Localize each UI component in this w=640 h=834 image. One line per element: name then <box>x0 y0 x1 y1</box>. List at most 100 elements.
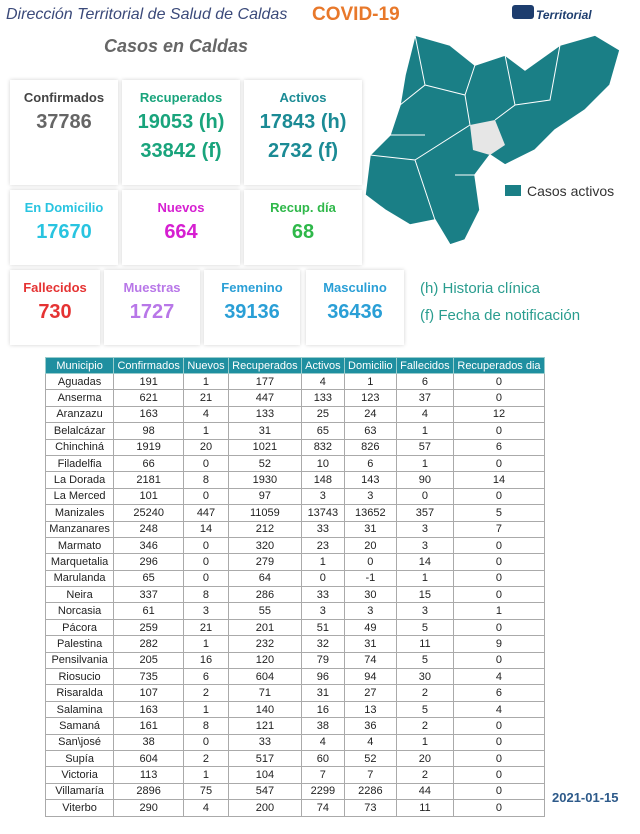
value-cell: 37 <box>395 389 454 407</box>
table-row: Marmato 346 0 320 23 20 3 0 <box>44 536 546 555</box>
table-row: Belalcázar 98 1 31 65 63 1 0 <box>44 422 546 440</box>
value-cell: 337 <box>113 586 185 604</box>
table-row: Marulanda 65 0 64 0 -1 1 0 <box>44 569 546 588</box>
value-cell: 1 <box>300 553 345 571</box>
column-header: Fallecidos <box>395 357 454 374</box>
value-cell: 0 <box>300 569 345 588</box>
value-cell: 0 <box>452 536 546 555</box>
card-label: En Domicilio <box>24 200 104 215</box>
value-cell: 5 <box>395 618 454 637</box>
value-cell: 3 <box>343 487 397 506</box>
card-value: 39136 <box>224 301 280 323</box>
value-cell: 8 <box>183 471 229 489</box>
value-cell: 6 <box>452 438 546 456</box>
value-cell: 143 <box>343 471 397 489</box>
value-cell: 94 <box>343 668 397 686</box>
value-cell: 25240 <box>113 504 185 522</box>
value-cell: 0 <box>452 618 546 637</box>
value-cell: 0 <box>343 553 397 571</box>
value-cell: 0 <box>452 651 546 670</box>
value-cell: 4 <box>300 733 345 751</box>
value-cell: 2181 <box>113 471 185 489</box>
value-cell: 31 <box>227 422 302 440</box>
column-header: Municipio <box>44 357 115 374</box>
value-cell: 0 <box>395 487 454 506</box>
value-cell: 61 <box>113 602 185 620</box>
stat-card: Activos 17843 (h) 2732 (f) <box>244 80 362 185</box>
value-cell: 3 <box>300 602 345 620</box>
card-value: 17670 <box>36 221 92 243</box>
value-cell: 66 <box>113 454 185 473</box>
header-subject: COVID-19 <box>312 4 400 25</box>
logo-icon <box>512 5 534 19</box>
value-cell: -1 <box>343 569 397 588</box>
municipio-cell: Neira <box>44 586 115 604</box>
value-cell: 55 <box>227 602 302 620</box>
value-cell: 32 <box>300 635 345 653</box>
table-row: San\josé 38 0 33 4 4 1 0 <box>44 733 546 751</box>
value-cell: 5 <box>452 504 546 522</box>
value-cell: 133 <box>227 405 302 424</box>
table-row: Victoria 113 1 104 7 7 2 0 <box>44 766 546 784</box>
value-cell: 13743 <box>300 504 345 522</box>
value-cell: 25 <box>300 405 345 424</box>
table-row: Samaná 161 8 121 38 36 2 0 <box>44 717 546 735</box>
value-cell: 13652 <box>343 504 397 522</box>
column-header: Confirmados <box>113 357 185 374</box>
value-cell: 24 <box>343 405 397 424</box>
value-cell: 248 <box>113 520 185 538</box>
value-cell: 7 <box>300 766 345 784</box>
value-cell: 604 <box>113 749 185 768</box>
value-cell: 140 <box>227 700 302 719</box>
value-cell: 107 <box>113 684 185 702</box>
column-header: Activos <box>300 357 345 374</box>
value-cell: 1 <box>452 602 546 620</box>
value-cell: 5 <box>395 700 454 719</box>
value-cell: 23 <box>300 536 345 555</box>
value-cell: 3 <box>343 602 397 620</box>
value-cell: 0 <box>183 733 229 751</box>
table-row: Anserma 621 21 447 133 123 37 0 <box>44 389 546 407</box>
value-cell: 8 <box>183 586 229 604</box>
value-cell: 1 <box>395 454 454 473</box>
value-cell: 36 <box>343 717 397 735</box>
header-title: Dirección Territorial de Salud de Caldas <box>6 6 288 23</box>
value-cell: 57 <box>395 438 454 456</box>
stat-card: Confirmados 37786 <box>10 80 118 185</box>
table-row: Pensilvania 205 16 120 79 74 5 0 <box>44 651 546 670</box>
table-row: Manzanares 248 14 212 33 31 3 7 <box>44 520 546 538</box>
value-cell: 6 <box>395 372 454 391</box>
value-cell: 16 <box>183 651 229 670</box>
municipio-cell: Viterbo <box>44 799 115 817</box>
value-cell: 1930 <box>227 471 302 489</box>
card-value: 36436 <box>327 301 383 323</box>
value-cell: 0 <box>452 766 546 784</box>
value-cell: 11059 <box>227 504 302 522</box>
value-cell: 0 <box>452 389 546 407</box>
municipio-cell: Belalcázar <box>44 422 115 440</box>
value-cell: 290 <box>113 799 185 817</box>
value-cell: 49 <box>343 618 397 637</box>
municipio-cell: Aranzazu <box>44 405 115 424</box>
municipio-cell: Aguadas <box>44 372 115 391</box>
value-cell: 201 <box>227 618 302 637</box>
note: (h) Historia clínica <box>420 280 541 297</box>
value-cell: 96 <box>300 668 345 686</box>
value-cell: 11 <box>395 635 454 653</box>
value-cell: 30 <box>343 586 397 604</box>
table-row: Riosucio 735 6 604 96 94 30 4 <box>44 668 546 686</box>
column-header: Domicilio <box>343 357 397 374</box>
value-cell: 4 <box>452 700 546 719</box>
value-cell: 65 <box>113 569 185 588</box>
value-cell: 6 <box>343 454 397 473</box>
value-cell: 10 <box>300 454 345 473</box>
municipio-cell: Manzanares <box>44 520 115 538</box>
value-cell: 357 <box>395 504 454 522</box>
value-cell: 1 <box>183 372 229 391</box>
value-cell: 65 <box>300 422 345 440</box>
value-cell: 447 <box>227 389 302 407</box>
value-cell: 5 <box>395 651 454 670</box>
note: (f) Fecha de notificación <box>420 307 581 324</box>
municipio-cell: Manizales <box>44 504 115 522</box>
